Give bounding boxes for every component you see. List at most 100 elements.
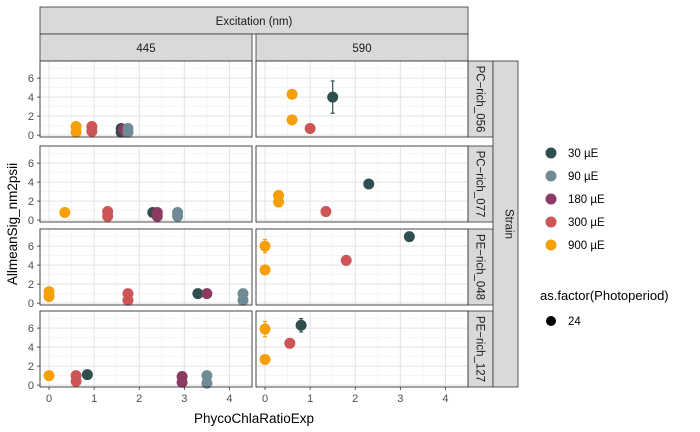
- data-point: [273, 196, 285, 208]
- y-tick-label: 2: [28, 111, 34, 123]
- facet-row-strip: [467, 310, 494, 388]
- data-point: [286, 114, 298, 126]
- panel-background: [40, 229, 252, 305]
- y-tick-label: 2: [28, 196, 34, 208]
- data-point: [295, 319, 307, 331]
- legend-label: 90 µE: [568, 171, 599, 183]
- legend-label: 900 µE: [568, 240, 605, 252]
- data-point: [259, 323, 271, 335]
- y-tick-label: 6: [28, 158, 34, 170]
- data-point: [176, 376, 188, 388]
- facet-row-title-strip: [492, 60, 519, 388]
- x-tick-label: 0: [262, 393, 268, 405]
- panel-border: [255, 310, 469, 388]
- facet-row-title: Strain: [503, 209, 515, 239]
- legend-shape-title: as.factor(Photoperiod): [540, 288, 669, 303]
- facet-row-label: PC−rich_056: [474, 66, 486, 133]
- facet-col-label: 445: [136, 43, 155, 55]
- y-tick-label: 0: [28, 380, 34, 392]
- x-tick-label: 1: [91, 393, 97, 405]
- y-tick-label: 4: [28, 92, 34, 104]
- y-tick-label: 2: [28, 279, 34, 291]
- panel: [255, 228, 469, 306]
- panel-background: [40, 146, 252, 222]
- panel-background: [256, 229, 468, 305]
- y-tick-label: 4: [28, 260, 34, 272]
- data-point: [43, 290, 55, 302]
- x-tick-label: 2: [136, 393, 142, 405]
- y-tick-label: 0: [28, 130, 34, 142]
- panel: [39, 60, 253, 138]
- data-point: [122, 126, 134, 138]
- y-tick-label: 4: [28, 342, 34, 354]
- data-point: [284, 337, 296, 349]
- y-tick-label: 2: [28, 361, 34, 373]
- x-tick-label: 0: [46, 393, 52, 405]
- facet-row-label: PC−rich_077: [474, 151, 486, 218]
- data-point: [70, 126, 82, 138]
- panel-border: [39, 145, 253, 223]
- x-tick-label: 4: [442, 393, 448, 405]
- data-point: [363, 178, 375, 190]
- facet-col-title: Excitation (nm): [216, 16, 293, 28]
- legend-label: 30 µE: [568, 148, 599, 160]
- data-point: [102, 210, 114, 222]
- facet-col-strip: [39, 33, 253, 62]
- panel-border: [39, 310, 253, 388]
- panel-border: [255, 145, 469, 223]
- data-point: [201, 377, 213, 389]
- y-tick-label: 0: [28, 298, 34, 310]
- panel-background: [256, 146, 468, 222]
- facet-col-title-strip: [39, 6, 469, 35]
- x-tick-label: 3: [181, 393, 187, 405]
- facet-row-strip: [467, 145, 494, 223]
- legend-label: 180 µE: [568, 194, 605, 206]
- panel-border: [255, 228, 469, 306]
- panel-border: [39, 228, 253, 306]
- data-point: [151, 210, 163, 222]
- y-tick-label: 0: [28, 215, 34, 227]
- panel: [39, 145, 253, 223]
- data-point: [327, 91, 339, 103]
- x-tick-label: 3: [397, 393, 403, 405]
- panel: [255, 60, 469, 138]
- x-tick-label: 2: [352, 393, 358, 405]
- data-point: [43, 370, 55, 382]
- data-point: [70, 375, 82, 387]
- panel: [255, 145, 469, 223]
- data-point: [259, 240, 271, 252]
- x-axis-title: PhycoChlaRatioExp: [194, 411, 314, 426]
- legend-shape-label: 24: [568, 316, 581, 328]
- legend-label: 300 µE: [568, 217, 605, 229]
- data-point: [201, 288, 213, 300]
- y-tick-label: 6: [28, 241, 34, 253]
- x-tick-label: 1: [307, 393, 313, 405]
- x-tick-label: 4: [226, 393, 232, 405]
- facet-col-strip: [255, 33, 469, 62]
- data-point: [320, 206, 332, 218]
- legend-shape-key: [546, 316, 556, 326]
- data-point: [304, 122, 316, 134]
- y-tick-label: 6: [28, 73, 34, 85]
- facet-row-label: PE−rich_127: [474, 316, 486, 382]
- data-point: [192, 288, 204, 300]
- panel-border: [39, 60, 253, 138]
- data-point: [86, 125, 98, 137]
- data-point: [237, 294, 249, 306]
- y-axis-title: AllmeanSig_nm2psii: [5, 163, 20, 285]
- data-point: [403, 231, 415, 243]
- data-point: [122, 294, 134, 306]
- data-point: [81, 369, 93, 381]
- panel-background: [256, 311, 468, 387]
- facet-col-label: 590: [352, 43, 371, 55]
- data-point: [201, 370, 213, 382]
- data-point: [340, 254, 352, 266]
- facet-row-label: PE−rich_048: [474, 234, 486, 300]
- y-tick-label: 6: [28, 323, 34, 335]
- panel: [39, 310, 253, 389]
- data-point: [286, 88, 298, 100]
- panel: [39, 228, 253, 306]
- data-point: [259, 353, 271, 365]
- data-point: [59, 207, 71, 218]
